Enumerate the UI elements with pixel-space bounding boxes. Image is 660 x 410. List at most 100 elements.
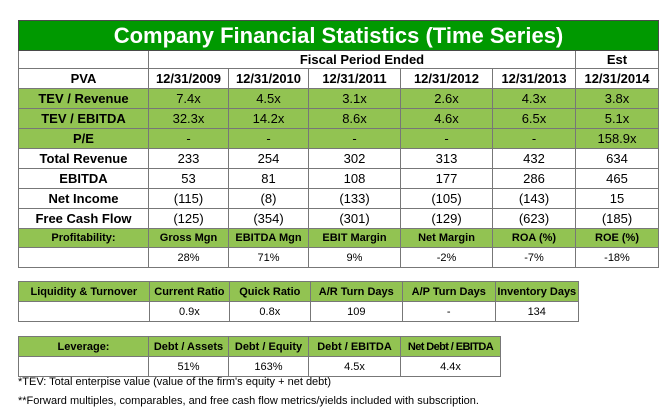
row-label: Free Cash Flow (18, 208, 149, 229)
table-row: Free Cash Flow (125) (354) (301) (129) (… (18, 208, 660, 229)
row-value: 286 (492, 168, 576, 189)
row-value: (105) (400, 188, 493, 209)
metric-header: ROE (%) (574, 228, 660, 248)
row-label: Total Revenue (18, 148, 149, 169)
table-row: TEV / Revenue 7.4x 4.5x 3.1x 2.6x 4.3x 3… (18, 88, 660, 109)
metric-header: Debt / Equity (228, 336, 309, 357)
metric-value: -7% (492, 247, 576, 268)
row-label: TEV / Revenue (18, 88, 149, 109)
row-value: 15 (574, 188, 660, 209)
metric-header: Debt / EBITDA (308, 336, 401, 357)
table-row: EBITDA 53 81 108 177 286 465 (18, 168, 660, 189)
row-value: - (228, 128, 309, 149)
table-row: Total Revenue 233 254 302 313 432 634 (18, 148, 660, 169)
row-value: 634 (574, 148, 660, 169)
liquidity-label: Liquidity & Turnover (18, 281, 150, 302)
metric-value: 0.8x (229, 301, 311, 322)
subscription-footnote: **Forward multiples, comparables, and fr… (18, 395, 479, 407)
estimate-header: Est (574, 50, 660, 69)
metric-header: EBITDA Mgn (228, 228, 309, 248)
metric-value: 9% (308, 247, 401, 268)
date-header: 12/31/2012 (400, 68, 493, 89)
date-header: 12/31/2011 (308, 68, 401, 89)
row-value: 313 (400, 148, 493, 169)
blank-cell (18, 301, 150, 322)
date-header: 12/31/2009 (148, 68, 229, 89)
row-value: 14.2x (228, 108, 309, 129)
blank-cell (18, 356, 149, 377)
pva-label: PVA (18, 68, 149, 89)
table-row: P/E - - - - - 158.9x (18, 128, 660, 149)
row-value: - (148, 128, 229, 149)
date-header: 12/31/2013 (492, 68, 576, 89)
row-value: 465 (574, 168, 660, 189)
metric-value: -2% (400, 247, 493, 268)
row-label: Net Income (18, 188, 149, 209)
row-value: 7.4x (148, 88, 229, 109)
metric-header: A/R Turn Days (309, 281, 404, 302)
metric-value: 134 (494, 301, 579, 322)
row-label: EBITDA (18, 168, 149, 189)
row-value: (185) (574, 208, 660, 229)
metric-value: 109 (309, 301, 404, 322)
row-value: 158.9x (574, 128, 660, 149)
table-row: TEV / EBITDA 32.3x 14.2x 8.6x 4.6x 6.5x … (18, 108, 660, 129)
row-value: 177 (400, 168, 493, 189)
row-value: (354) (228, 208, 309, 229)
table-row: Net Income (115) (8) (133) (105) (143) 1… (18, 188, 660, 209)
row-value: (115) (148, 188, 229, 209)
row-value: - (308, 128, 401, 149)
row-value: 432 (492, 148, 576, 169)
metric-header: Gross Mgn (148, 228, 229, 248)
row-value: (8) (228, 188, 309, 209)
row-value: 4.6x (400, 108, 493, 129)
row-label: P/E (18, 128, 149, 149)
table-title: Company Financial Statistics (Time Serie… (17, 20, 660, 51)
row-value: 8.6x (308, 108, 401, 129)
metric-value: 51% (148, 356, 229, 377)
row-value: 4.3x (492, 88, 576, 109)
date-header: 12/31/2014 (574, 68, 660, 89)
metric-header: Net Margin (400, 228, 493, 248)
profitability-value-row: 28% 71% 9% -2% -7% -18% (18, 247, 660, 268)
blank-cell (18, 247, 149, 268)
metric-header: Inventory Days (494, 281, 579, 302)
row-value: 32.3x (148, 108, 229, 129)
row-value: - (400, 128, 493, 149)
leverage-label: Leverage: (18, 336, 149, 357)
metric-value: 28% (148, 247, 229, 268)
row-value: 4.5x (228, 88, 309, 109)
financial-statistics-table: Company Financial Statistics (Time Serie… (17, 20, 660, 268)
metric-header: Net Debt / EBITDA (400, 336, 501, 357)
row-value: (623) (492, 208, 576, 229)
row-value: - (492, 128, 576, 149)
row-value: 302 (308, 148, 401, 169)
row-value: (125) (148, 208, 229, 229)
fiscal-period-header: Fiscal Period Ended (148, 50, 576, 69)
row-value: (133) (308, 188, 401, 209)
row-value: 108 (308, 168, 401, 189)
row-value: 3.8x (574, 88, 660, 109)
tev-footnote: *TEV: Total enterpise value (value of th… (18, 376, 332, 388)
metric-header: ROA (%) (492, 228, 576, 248)
row-value: 6.5x (492, 108, 576, 129)
row-value: 53 (148, 168, 229, 189)
row-value: 2.6x (400, 88, 493, 109)
metric-value: 71% (228, 247, 309, 268)
row-value: 81 (228, 168, 309, 189)
metric-value: 4.5x (308, 356, 401, 377)
profitability-label: Profitability: (18, 228, 149, 248)
metric-value: - (402, 301, 496, 322)
blank-cell (18, 50, 149, 69)
row-value: (129) (400, 208, 493, 229)
row-value: 5.1x (574, 108, 660, 129)
metric-header: EBIT Margin (308, 228, 401, 248)
row-value: (143) (492, 188, 576, 209)
leverage-table: Leverage: Debt / Assets Debt / Equity De… (18, 336, 501, 377)
row-label: TEV / EBITDA (18, 108, 149, 129)
metric-header: Quick Ratio (229, 281, 311, 302)
date-header: 12/31/2010 (228, 68, 309, 89)
row-value: 254 (228, 148, 309, 169)
metric-value: 163% (228, 356, 309, 377)
row-value: (301) (308, 208, 401, 229)
